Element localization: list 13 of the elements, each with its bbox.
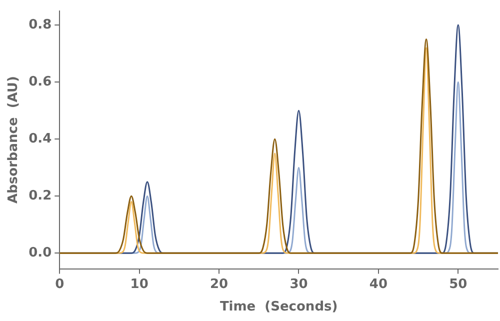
x-tick-label: 50 [449,276,468,292]
y-tick-label: 0.6 [28,74,52,90]
x-tick-label: 10 [130,276,148,292]
x-axis-title: Time (Seconds) [220,300,338,315]
x-tick-label: 30 [290,276,308,292]
y-tick-label: 0.2 [28,188,52,204]
x-tick-label: 40 [369,276,388,292]
x-tick-label: 20 [210,276,228,292]
x-tick-label: 0 [55,276,64,292]
y-tick-label: 0.0 [28,245,52,260]
y-tick-label: 0.4 [28,131,52,146]
y-tick-label: 0.8 [28,17,52,32]
y-axis-title: Absorbance (AU) [6,76,22,204]
